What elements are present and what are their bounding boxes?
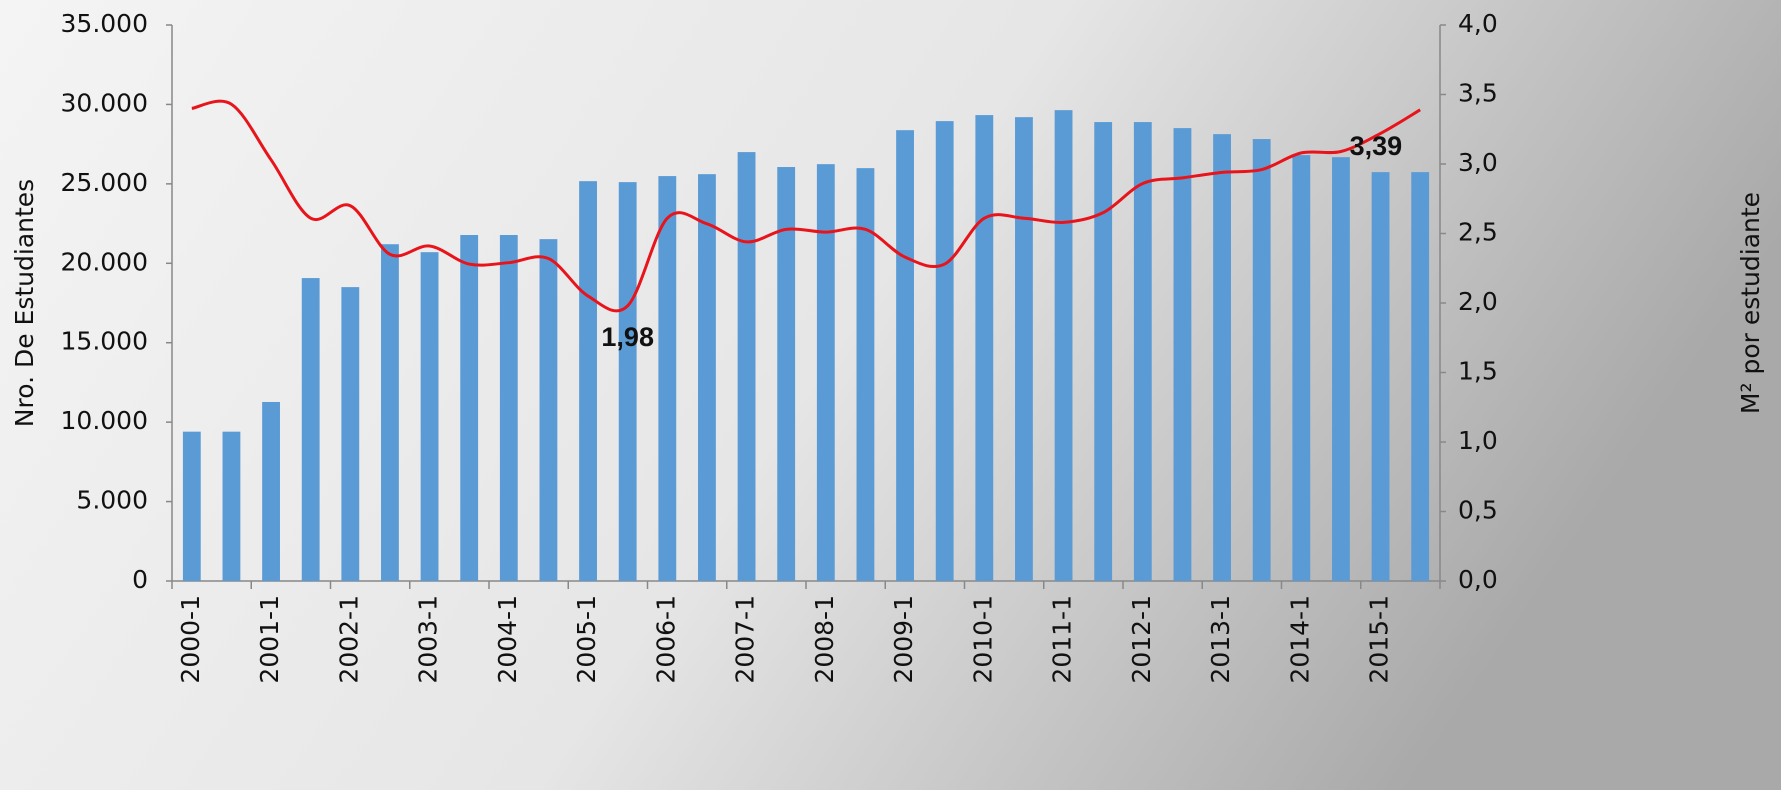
y2-tick-label: 3,5 bbox=[1458, 79, 1498, 108]
x-tick-label: 2007-1 bbox=[731, 595, 760, 684]
bar bbox=[381, 244, 399, 581]
bar bbox=[1213, 134, 1231, 581]
bar bbox=[1411, 172, 1429, 581]
bar bbox=[658, 176, 676, 581]
y2-tick-label: 0,5 bbox=[1458, 496, 1498, 525]
bar bbox=[579, 181, 597, 581]
x-tick-label: 2004-1 bbox=[493, 595, 522, 684]
x-tick-label: 2010-1 bbox=[968, 595, 997, 684]
bar bbox=[1174, 128, 1192, 581]
y-tick-label: 30.000 bbox=[61, 88, 148, 117]
bar bbox=[817, 164, 835, 581]
y2-tick-label: 2,5 bbox=[1458, 218, 1498, 247]
bar bbox=[460, 235, 478, 581]
bar bbox=[896, 130, 914, 581]
x-tick-label: 2000-1 bbox=[176, 595, 205, 684]
y-tick-label: 0 bbox=[132, 565, 148, 594]
bar bbox=[262, 402, 280, 581]
x-tick-label: 2013-1 bbox=[1206, 595, 1235, 684]
bar bbox=[302, 278, 320, 581]
chart: Nro. De Estudiantes M² por estudiante 0 5… bbox=[0, 0, 1781, 790]
bar bbox=[619, 182, 637, 581]
y2-axis-title: M² por estudiante bbox=[1736, 192, 1765, 414]
bar bbox=[183, 432, 201, 581]
data-label: 1,98 bbox=[601, 322, 654, 352]
y2-tick-label: 1,5 bbox=[1458, 357, 1498, 386]
x-tick-label: 2001-1 bbox=[255, 595, 284, 684]
bar bbox=[500, 235, 518, 581]
x-tick-label: 2012-1 bbox=[1127, 595, 1156, 684]
bar bbox=[1292, 155, 1310, 581]
x-tick-label: 2011-1 bbox=[1048, 595, 1077, 684]
y2-tick-label: 1,0 bbox=[1458, 426, 1498, 455]
y-tick-label: 20.000 bbox=[61, 247, 148, 276]
bar bbox=[223, 432, 241, 581]
y2-tick-label: 3,0 bbox=[1458, 148, 1498, 177]
y-axis-title: Nro. De Estudiantes bbox=[10, 179, 39, 427]
y-tick-label: 25.000 bbox=[61, 168, 148, 197]
bar bbox=[1094, 122, 1112, 581]
bar bbox=[1253, 139, 1271, 581]
x-tick-label: 2005-1 bbox=[572, 595, 601, 684]
y-tick-label: 5.000 bbox=[76, 486, 148, 515]
x-tick-label: 2014-1 bbox=[1285, 595, 1314, 684]
bar bbox=[421, 252, 439, 581]
bar bbox=[1332, 157, 1350, 581]
y2-tick-label: 0,0 bbox=[1458, 565, 1498, 594]
data-label: 3,39 bbox=[1350, 131, 1403, 161]
x-tick-label: 2003-1 bbox=[414, 595, 443, 684]
bar bbox=[698, 174, 716, 581]
x-tick-label: 2009-1 bbox=[889, 595, 918, 684]
bar bbox=[738, 152, 756, 581]
bar bbox=[1015, 117, 1033, 581]
y2-tick-label: 2,0 bbox=[1458, 287, 1498, 316]
y-tick-label: 10.000 bbox=[61, 406, 148, 435]
y2-tick-label: 4,0 bbox=[1458, 9, 1498, 38]
y-tick-label: 15.000 bbox=[61, 327, 148, 356]
x-tick-label: 2008-1 bbox=[810, 595, 839, 684]
x-tick-label: 2002-1 bbox=[334, 595, 363, 684]
bar bbox=[341, 287, 359, 581]
x-tick-label: 2015-1 bbox=[1365, 595, 1394, 684]
bar bbox=[1134, 122, 1152, 581]
bar bbox=[936, 121, 954, 581]
bar bbox=[1372, 172, 1390, 581]
x-tick-label: 2006-1 bbox=[651, 595, 680, 684]
bar bbox=[1055, 110, 1073, 581]
y-tick-label: 35.000 bbox=[61, 9, 148, 38]
bar bbox=[540, 239, 558, 581]
bar bbox=[975, 115, 993, 581]
